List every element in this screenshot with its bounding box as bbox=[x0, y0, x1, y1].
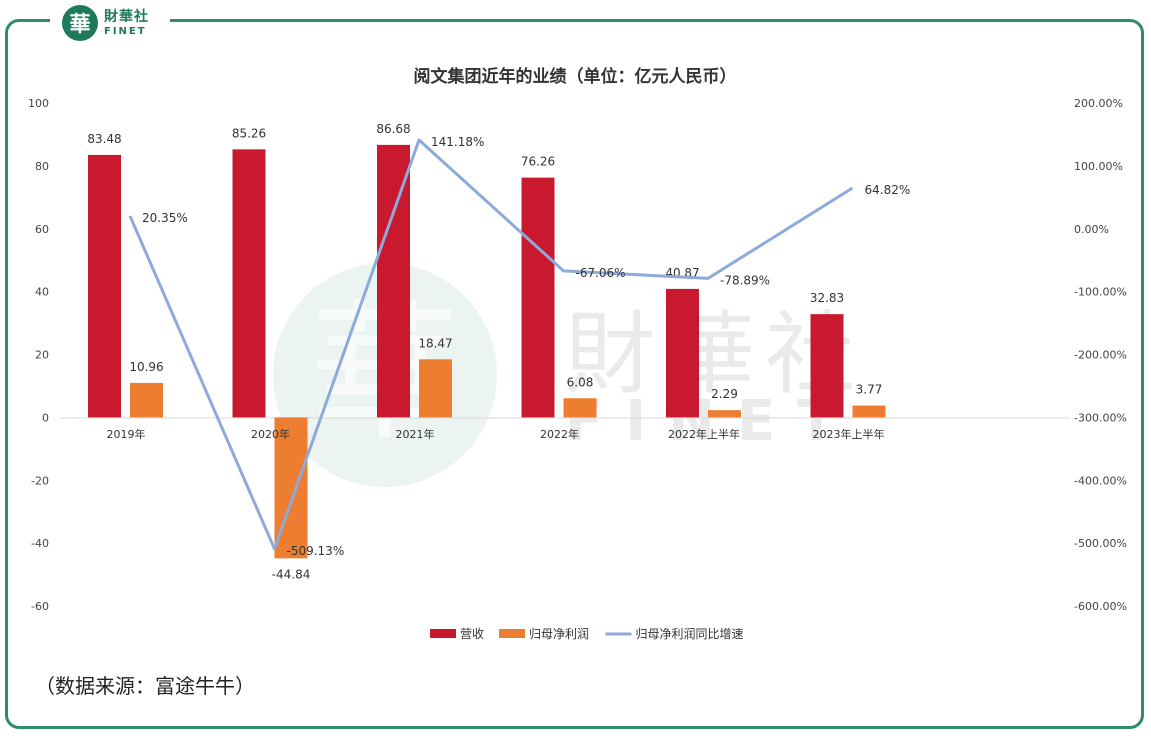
y-right-tick-label: -300.00% bbox=[1074, 411, 1127, 424]
y-left-tick-label: -40 bbox=[31, 537, 49, 550]
legend-label: 归母净利润同比增速 bbox=[636, 627, 744, 641]
brand-logo: 華 財華社 FINET bbox=[50, 2, 170, 44]
y-right-tick-label: 200.00% bbox=[1074, 97, 1123, 110]
logo-text: 財華社 FINET bbox=[104, 10, 149, 37]
growth-data-label: -509.13% bbox=[287, 544, 345, 558]
y-left-tick-label: 60 bbox=[35, 223, 49, 236]
watermark-cn: 財華社 bbox=[565, 302, 865, 407]
revenue-bar bbox=[521, 177, 555, 418]
revenue-data-label: 83.48 bbox=[87, 132, 121, 146]
x-tick-label: 2023年上半年 bbox=[813, 427, 885, 441]
net-profit-data-label: 6.08 bbox=[567, 375, 594, 389]
y-left-tick-label: 100 bbox=[28, 97, 49, 110]
y-right-tick-label: 100.00% bbox=[1074, 160, 1123, 173]
logo-badge: 華 bbox=[62, 5, 98, 41]
y-right-tick-label: -500.00% bbox=[1074, 537, 1127, 550]
net-profit-data-label: 3.77 bbox=[856, 383, 883, 397]
net-profit-bar bbox=[852, 405, 886, 418]
net-profit-data-label: 10.96 bbox=[129, 360, 163, 374]
net-profit-bar bbox=[708, 410, 741, 418]
growth-data-label: 64.82% bbox=[865, 183, 911, 197]
x-tick-label: 2022年上半年 bbox=[668, 427, 740, 441]
revenue-data-label: 32.83 bbox=[810, 291, 844, 305]
net-profit-data-label: 2.29 bbox=[711, 387, 738, 401]
logo-name-en: FINET bbox=[104, 25, 147, 37]
x-tick-label: 2022年 bbox=[540, 427, 579, 441]
y-right-tick-label: 0.00% bbox=[1074, 223, 1109, 236]
chart-title: 阅文集团近年的业绩（单位：亿元人民币） bbox=[414, 66, 737, 87]
net-profit-data-label: 18.47 bbox=[418, 336, 452, 350]
y-right-tick-label: -400.00% bbox=[1074, 474, 1127, 487]
legend-swatch bbox=[430, 629, 456, 638]
watermark-en: FINET bbox=[565, 389, 857, 454]
revenue-bar bbox=[666, 288, 699, 418]
y-axis-right: 200.00% 100.00% 0.00% -100.00% -200.00% -300.… bbox=[1074, 97, 1127, 613]
revenue-bar bbox=[232, 149, 266, 418]
net-profit-bar bbox=[130, 382, 163, 418]
legend-label: 归母净利润 bbox=[529, 627, 589, 641]
growth-data-label: 20.35% bbox=[142, 211, 188, 225]
y-left-tick-label: 40 bbox=[35, 286, 49, 299]
y-left-tick-label: 20 bbox=[35, 349, 49, 362]
revenue-data-label: 86.68 bbox=[376, 122, 410, 136]
y-left-tick-label: -60 bbox=[31, 600, 49, 613]
x-tick-label: 2020年 bbox=[251, 427, 290, 441]
y-right-tick-label: -100.00% bbox=[1074, 286, 1127, 299]
revenue-bar bbox=[377, 144, 410, 418]
y-left-tick-label: 80 bbox=[35, 160, 49, 173]
legend: 营收 归母净利润 归母净利润同比增速 bbox=[430, 627, 744, 641]
source-note: （数据来源：富途牛牛） bbox=[35, 674, 255, 698]
y-right-tick-label: -600.00% bbox=[1074, 600, 1127, 613]
net-profit-bar bbox=[563, 398, 597, 418]
growth-data-label: 141.18% bbox=[431, 135, 484, 149]
revenue-data-label: 85.26 bbox=[232, 126, 266, 140]
revenue-bar bbox=[88, 154, 121, 418]
x-axis-labels: 2019年 2020年 2021年 2022年 2022年上半年 2023年上半年 bbox=[107, 427, 885, 441]
growth-line bbox=[128, 138, 854, 551]
x-tick-label: 2021年 bbox=[396, 427, 435, 441]
growth-data-label: -67.06% bbox=[576, 266, 626, 280]
chart-frame bbox=[5, 19, 1144, 729]
y-axis-left: 100 80 60 40 20 0 -20 -40 -60 bbox=[28, 97, 49, 613]
revenue-data-label: 76.26 bbox=[521, 155, 555, 169]
revenue-bar bbox=[810, 314, 844, 418]
growth-data-label: -78.89% bbox=[720, 273, 770, 287]
y-left-tick-label: 0 bbox=[42, 411, 49, 424]
net-profit-bar bbox=[419, 359, 452, 418]
bar-series: 83.48 10.96 85.26 -44.84 86.68 18.47 76.26 6.08… bbox=[87, 122, 886, 581]
growth-line-series: 20.35% -509.13% 141.18% -67.06% -78.89% 64.82… bbox=[128, 135, 911, 558]
x-tick-label: 2019年 bbox=[107, 427, 146, 441]
y-right-tick-label: -200.00% bbox=[1074, 349, 1127, 362]
legend-swatch bbox=[499, 629, 525, 638]
logo-name-cn: 財華社 bbox=[104, 8, 149, 25]
net-profit-data-label: -44.84 bbox=[272, 567, 311, 581]
y-left-tick-label: -20 bbox=[31, 474, 49, 487]
legend-label: 营收 bbox=[460, 627, 484, 641]
